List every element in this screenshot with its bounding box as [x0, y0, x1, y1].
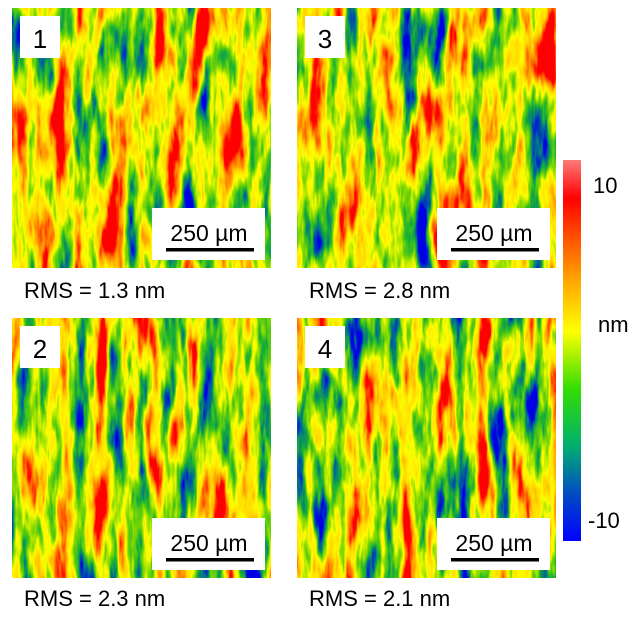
- scale-bar-label: 250 µm: [170, 530, 247, 556]
- colorbar-unit: nm: [598, 312, 629, 337]
- colorbar-min: -10: [588, 508, 620, 533]
- panel-label: 1: [33, 24, 47, 54]
- scale-bar: [166, 558, 254, 562]
- panel-label: 2: [33, 334, 47, 364]
- scale-bar: [451, 248, 539, 252]
- rms-label: RMS = 2.1 nm: [309, 586, 450, 611]
- rms-label: RMS = 1.3 nm: [24, 278, 165, 303]
- scale-bar-label: 250 µm: [170, 220, 247, 246]
- rms-label: RMS = 2.8 nm: [309, 278, 450, 303]
- panel-label-box: [20, 326, 60, 368]
- scale-bar-label: 250 µm: [455, 530, 532, 556]
- scale-bar: [451, 558, 539, 562]
- rms-label: RMS = 2.3 nm: [24, 586, 165, 611]
- panel-label: 3: [318, 24, 332, 54]
- panel-label: 4: [318, 334, 332, 364]
- panel-label-box: [305, 16, 345, 58]
- colorbar: [563, 160, 581, 541]
- scale-bar: [166, 248, 254, 252]
- panel-label-box: [305, 326, 345, 368]
- panel-label-box: [20, 16, 60, 58]
- scale-bar-label: 250 µm: [455, 220, 532, 246]
- colorbar-max: 10: [593, 173, 617, 198]
